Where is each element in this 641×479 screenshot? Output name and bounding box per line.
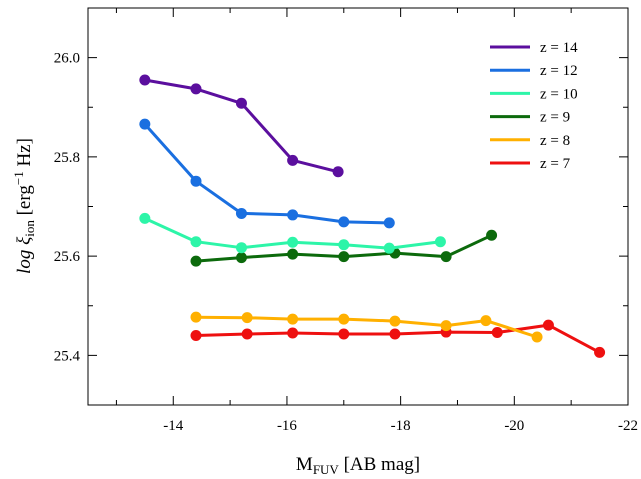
data-point-z-12	[190, 175, 202, 187]
data-point-z-10	[235, 242, 247, 254]
data-point-z-9	[486, 229, 498, 241]
data-point-z-9	[287, 248, 299, 260]
data-point-z-8	[190, 311, 202, 323]
data-point-z-14	[287, 154, 299, 166]
y-tick-label: 25.8	[54, 150, 80, 166]
data-point-z-9	[338, 251, 350, 263]
data-point-z-10	[287, 236, 299, 248]
data-point-z-7	[491, 327, 503, 339]
y-tick-label: 26.0	[54, 51, 80, 67]
legend: z = 14 z = 12 z = 10 z = 9 z = 8 z = 7	[490, 40, 578, 172]
series-line-z-12	[143, 123, 390, 225]
axis-ticks: -14 -16 -18 -20 -22 25.4 25.6 25.8 26.0	[54, 7, 638, 434]
data-point-z-14	[190, 83, 202, 95]
data-point-z-10	[383, 242, 395, 254]
data-point-z-8	[531, 331, 543, 343]
data-point-z-8	[287, 313, 299, 325]
data-point-z-14	[235, 97, 247, 109]
x-tick-label: -18	[391, 418, 411, 434]
data-point-z-10	[434, 236, 446, 248]
data-point-z-10	[190, 236, 202, 248]
data-point-z-12	[287, 209, 299, 221]
series-line-z-8	[195, 315, 538, 339]
data-point-z-12	[338, 216, 350, 228]
legend-label: z = 10	[540, 86, 578, 102]
legend-label: z = 14	[540, 40, 578, 56]
data-point-z-12	[235, 207, 247, 219]
series-layer	[139, 74, 606, 358]
x-tick-label: -14	[163, 418, 183, 434]
legend-label: z = 8	[540, 133, 570, 149]
data-point-z-7	[241, 328, 253, 340]
y-axis-title: log ξion [erg−1 Hz]	[11, 138, 37, 274]
data-point-z-8	[440, 320, 452, 332]
data-point-z-9	[440, 251, 452, 263]
data-point-z-8	[338, 313, 350, 325]
data-point-z-10	[338, 239, 350, 251]
y-tick-label: 25.4	[54, 348, 81, 364]
data-point-z-14	[139, 74, 151, 86]
x-axis-title: MFUV [AB mag]	[296, 454, 420, 477]
data-point-z-8	[480, 315, 492, 327]
data-point-z-8	[389, 315, 401, 327]
y-tick-label: 25.6	[54, 249, 81, 265]
legend-label: z = 12	[540, 63, 578, 79]
x-tick-label: -20	[504, 418, 524, 434]
x-tick-label: -22	[618, 418, 638, 434]
data-point-z-7	[190, 330, 202, 342]
legend-label: z = 7	[540, 156, 571, 172]
data-point-z-12	[139, 118, 151, 130]
x-tick-label: -16	[277, 418, 297, 434]
data-point-z-7	[287, 327, 299, 339]
legend-label: z = 9	[540, 110, 570, 126]
data-point-z-7	[594, 346, 606, 358]
data-point-z-14	[332, 166, 344, 178]
data-point-z-7	[542, 319, 554, 331]
data-point-z-12	[383, 217, 395, 229]
data-point-z-9	[235, 252, 247, 264]
data-point-z-9	[190, 255, 202, 267]
data-point-z-7	[338, 328, 350, 340]
data-point-z-7	[389, 328, 401, 340]
data-point-z-8	[241, 312, 253, 324]
data-point-z-10	[139, 212, 151, 224]
